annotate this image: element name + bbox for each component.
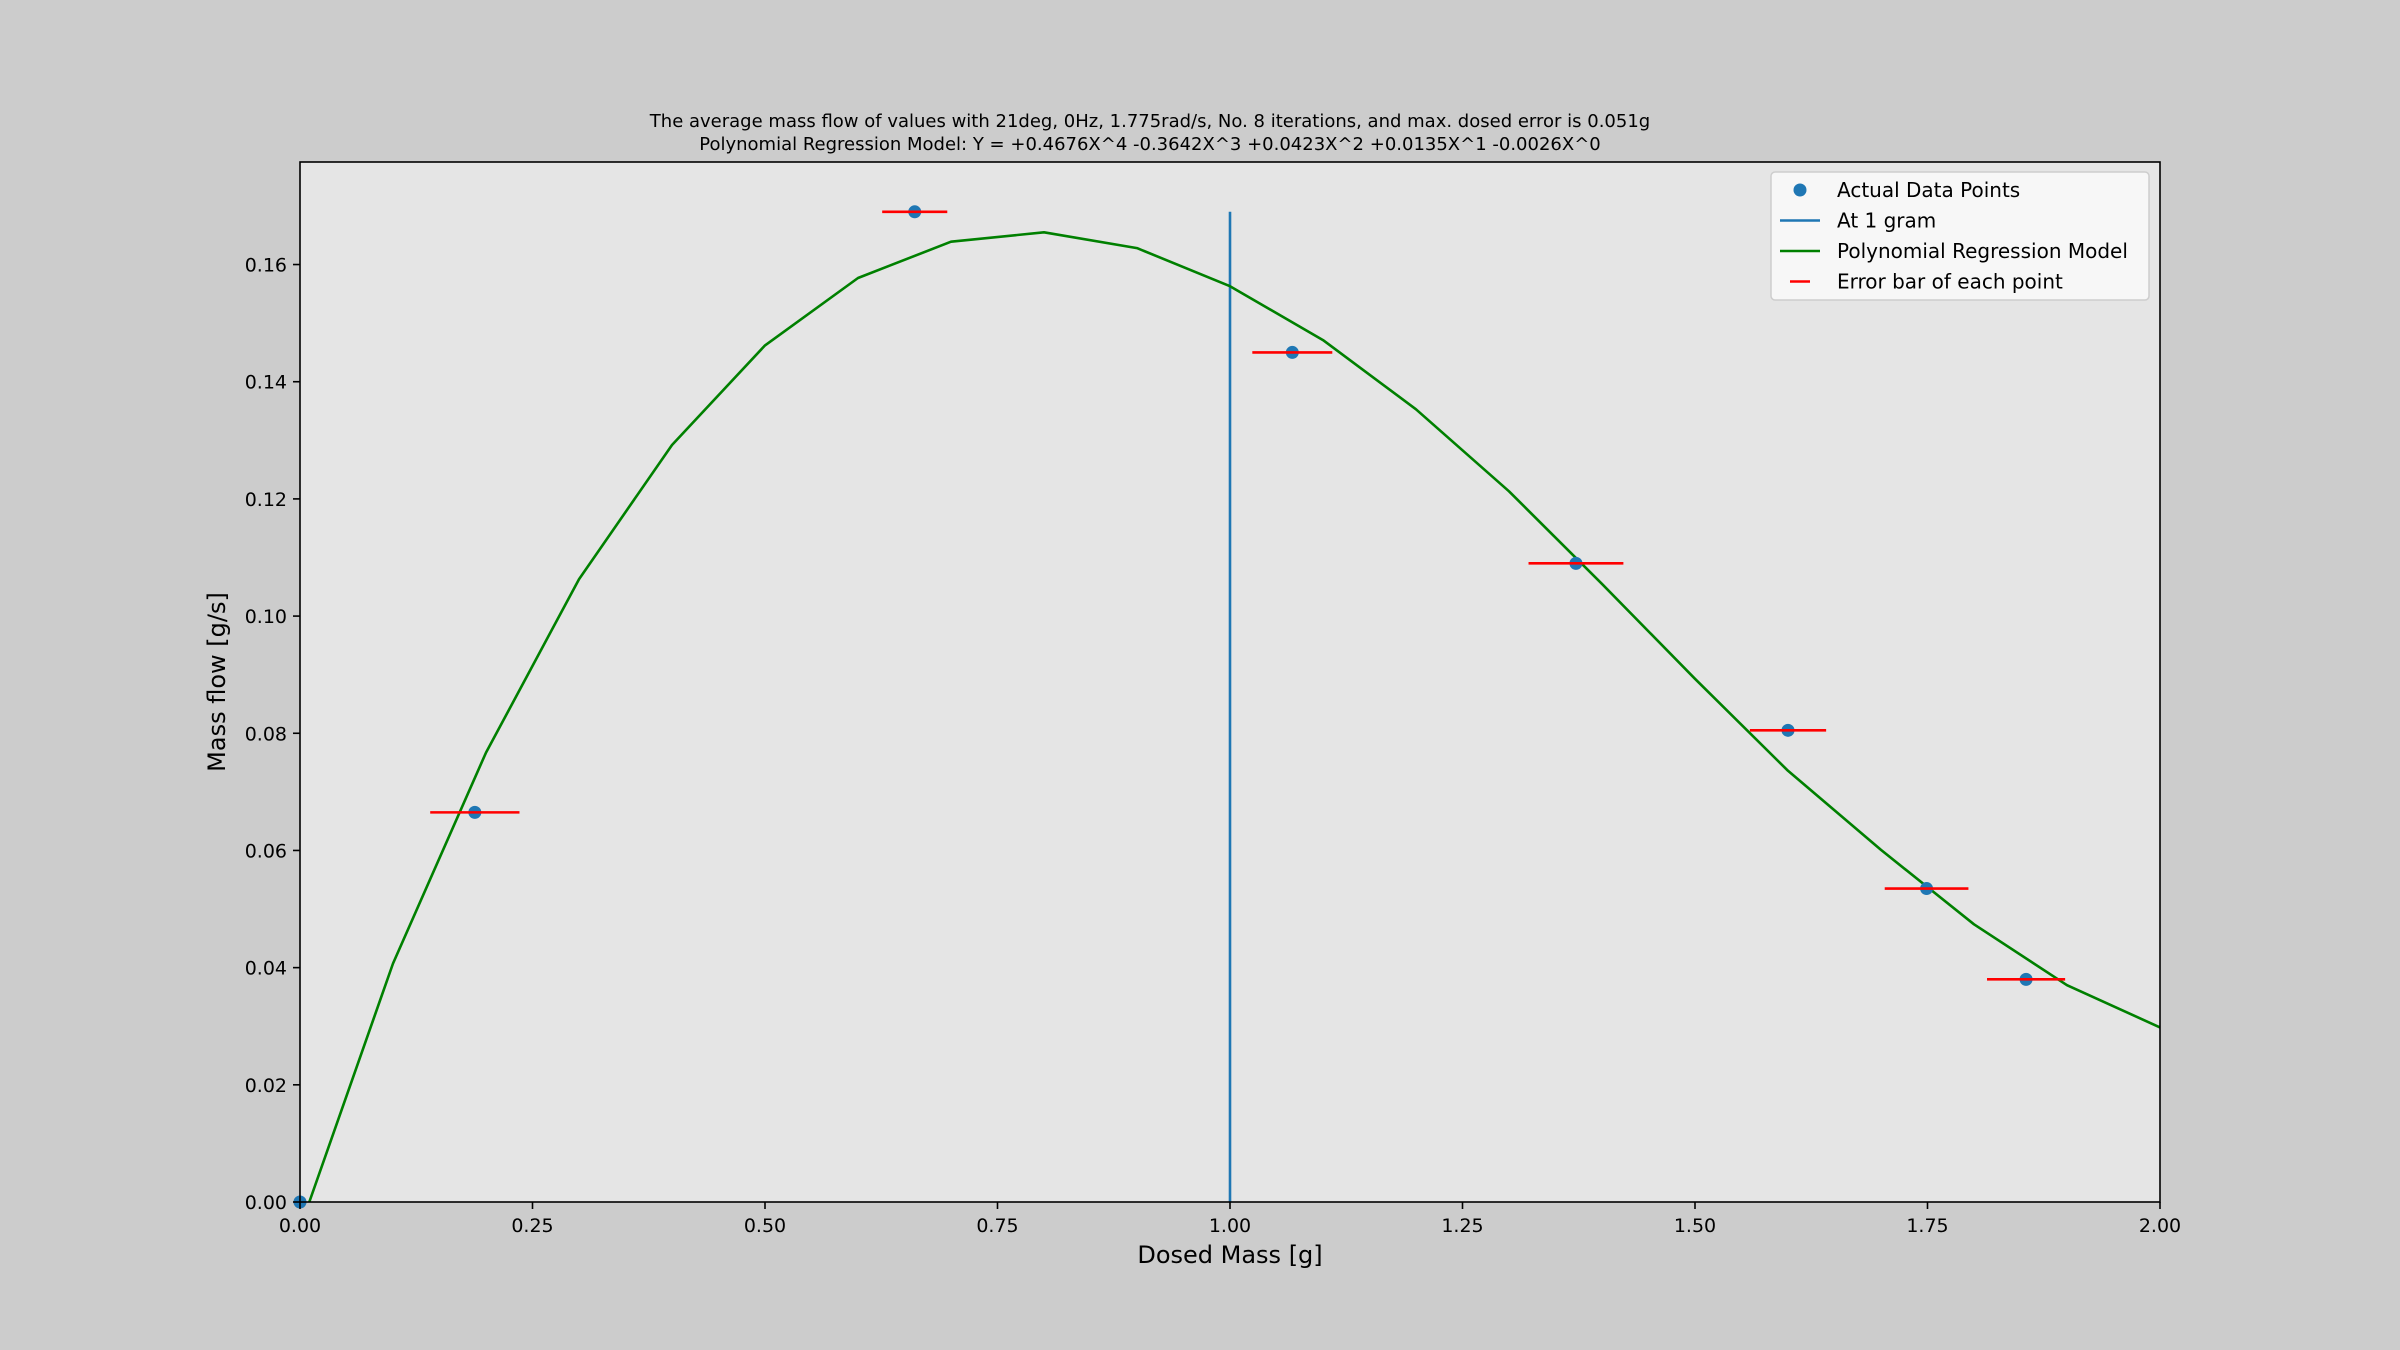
y-tick-label-8: 0.16 bbox=[245, 255, 287, 277]
y-axis-ticks: 0.00 0.02 0.04 0.06 0.08 0.10 0.12 0.14 0.16 bbox=[245, 255, 300, 1214]
legend-items: Actual Data Points At 1 gram Polynomial Re… bbox=[1780, 178, 2128, 294]
legend-box bbox=[1770, 171, 2150, 301]
legend-label-1: At 1 gram bbox=[1837, 209, 1936, 233]
x-tick-label-0: 0.00 bbox=[279, 1215, 321, 1237]
legend-label-2: Polynomial Regression Model bbox=[1837, 239, 2128, 263]
error-bars-layer bbox=[430, 210, 2066, 981]
legend-label-0: Actual Data Points bbox=[1837, 178, 2020, 202]
chart-title-line-1: The average mass flow of values with 21d… bbox=[649, 111, 1650, 132]
legend-marker-0 bbox=[1793, 183, 1807, 197]
x-tick-label-2: 0.50 bbox=[744, 1215, 786, 1237]
legend: Actual Data Points At 1 gram Polynomial Re… bbox=[1770, 171, 2150, 301]
y-tick-label-7: 0.14 bbox=[245, 372, 287, 394]
y-tick-label-3: 0.06 bbox=[245, 840, 287, 862]
y-tick-label-5: 0.10 bbox=[245, 606, 287, 628]
chart-title-line-2: Polynomial Regression Model: Y = +0.4676… bbox=[699, 134, 1600, 155]
x-tick-label-3: 0.75 bbox=[976, 1215, 1018, 1237]
x-tick-label-6: 1.50 bbox=[1674, 1215, 1716, 1237]
y-tick-label-6: 0.12 bbox=[245, 489, 287, 511]
x-tick-label-4: 1.00 bbox=[1209, 1215, 1251, 1237]
y-tick-label-0: 0.00 bbox=[245, 1192, 287, 1214]
x-axis-ticks: 0.00 0.25 0.50 0.75 1.00 1.25 1.50 1.75 2.00 bbox=[279, 1202, 2181, 1237]
regression-curve bbox=[308, 231, 2161, 1203]
x-tick-label-5: 1.25 bbox=[1441, 1215, 1483, 1237]
y-tick-label-1: 0.02 bbox=[245, 1075, 287, 1097]
legend-label-3: Error bar of each point bbox=[1837, 270, 2063, 294]
y-tick-label-2: 0.04 bbox=[245, 958, 287, 980]
y-axis-label: Mass flow [g/s] bbox=[203, 592, 231, 772]
x-tick-label-8: 2.00 bbox=[2139, 1215, 2181, 1237]
x-tick-label-7: 1.75 bbox=[1906, 1215, 1948, 1237]
y-tick-label-4: 0.08 bbox=[245, 723, 287, 745]
x-tick-label-1: 0.25 bbox=[511, 1215, 553, 1237]
regression-curve-layer bbox=[308, 231, 2161, 1203]
x-axis-label: Dosed Mass [g] bbox=[1137, 1241, 1322, 1269]
